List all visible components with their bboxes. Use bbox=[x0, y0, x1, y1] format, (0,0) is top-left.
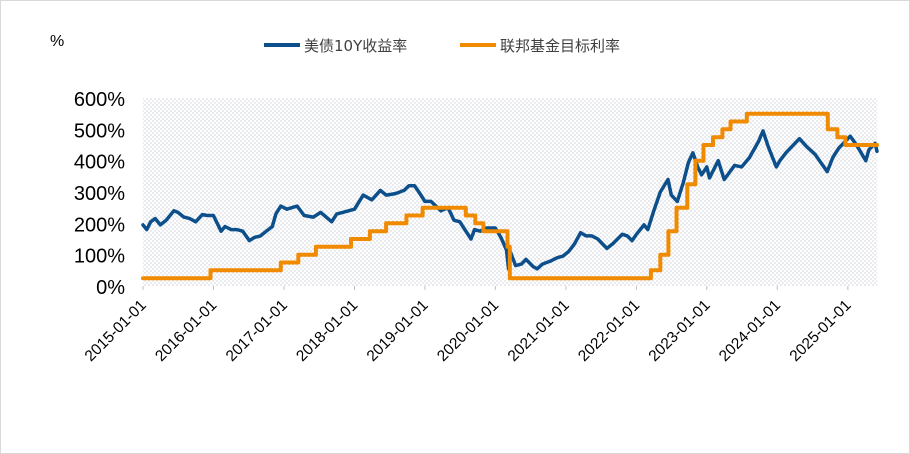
x-axis: 2015-01-01 2016-01-01 2017-01-01 2018-01-01… bbox=[82, 286, 855, 365]
y-tick-label: 200% bbox=[74, 214, 125, 236]
x-tick-label: 2018-01-01 bbox=[293, 297, 361, 365]
y-tick-label: 400% bbox=[74, 152, 125, 174]
x-tick-label: 2025-01-01 bbox=[787, 297, 855, 365]
y-tick-label: 300% bbox=[74, 183, 125, 205]
series-layer bbox=[141, 111, 879, 281]
y-tick-label: 100% bbox=[74, 246, 125, 268]
x-tick-label: 2017-01-01 bbox=[223, 297, 291, 365]
legend-label-fed-funds: 联邦基金目标利率 bbox=[500, 37, 620, 55]
y-unit-label: % bbox=[50, 33, 64, 50]
y-tick-label: 500% bbox=[74, 120, 125, 142]
x-tick-label: 2016-01-01 bbox=[152, 297, 220, 365]
x-tick-label: 2024-01-01 bbox=[716, 297, 784, 365]
x-tick-label: 2022-01-01 bbox=[575, 297, 643, 365]
y-axis: 0% 100% 200% 300% 400% 500% 600% bbox=[74, 89, 125, 299]
x-tick-label: 2023-01-01 bbox=[646, 297, 714, 365]
legend-label-treasury: 美债10Y收益率 bbox=[304, 37, 407, 55]
y-tick-label: 600% bbox=[74, 89, 125, 111]
x-tick-label: 2015-01-01 bbox=[82, 297, 150, 365]
x-tick-label: 2021-01-01 bbox=[505, 297, 573, 365]
x-tick-label: 2020-01-01 bbox=[434, 297, 502, 365]
legend: 美债10Y收益率 联邦基金目标利率 bbox=[264, 37, 620, 55]
x-tick-label: 2019-01-01 bbox=[364, 297, 432, 365]
y-tick-label: 0% bbox=[96, 277, 125, 299]
series-line-fed-funds bbox=[141, 111, 879, 281]
